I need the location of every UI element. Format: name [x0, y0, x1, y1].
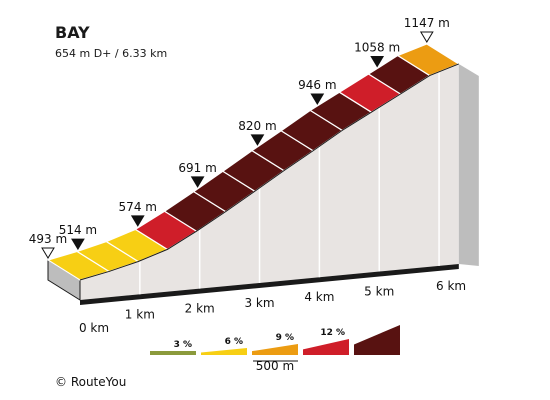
legend-label: 3 %	[174, 340, 192, 350]
elevation-label: 691 m	[178, 161, 216, 175]
profile-top-edge	[79, 63, 460, 281]
elevation-marker-icon	[419, 31, 434, 43]
elevation-label: 820 m	[238, 119, 276, 133]
distance-tick-label: 4 km	[304, 290, 334, 304]
elevation-marker-icon	[41, 247, 55, 259]
elevation-label: 1147 m	[404, 16, 450, 30]
profile-end-wall	[458, 63, 479, 266]
elevation-marker-icon	[71, 238, 85, 251]
distance-tick-label: 5 km	[364, 285, 394, 299]
scale-label: 500 m	[256, 359, 294, 373]
legend-swatch	[303, 339, 349, 355]
legend-label: 6 %	[225, 337, 243, 347]
legend-label: 9 %	[276, 333, 294, 343]
elevation-label: 514 m	[59, 223, 97, 237]
legend-swatch	[150, 351, 196, 355]
elevation-label: 574 m	[119, 200, 157, 214]
elevation-label: 946 m	[298, 78, 336, 92]
gradient-legend: 3 % 6 % 9 % 12 %	[150, 325, 400, 362]
distance-tick-label: 2 km	[185, 302, 215, 316]
legend-swatch	[354, 325, 400, 355]
legend-label: 12 %	[320, 328, 345, 338]
routeyou-credit: © RouteYou	[55, 375, 126, 389]
distance-axis: 0 km 1 km 2 km 3 km 4 km 5 km 6 km	[79, 279, 466, 335]
elevation-marker-icon	[130, 215, 145, 227]
elevation-label: 493 m	[29, 232, 67, 246]
elevation-marker-icon	[370, 56, 385, 68]
chart-title: BAY	[55, 23, 90, 42]
elevation-label: 1058 m	[354, 41, 400, 55]
elevation-marker-icon	[190, 176, 205, 188]
profile-base	[80, 263, 459, 305]
distance-tick-label: 1 km	[125, 307, 155, 321]
distance-tick-label: 3 km	[244, 296, 274, 310]
chart-subtitle: 654 m D+ / 6.33 km	[55, 47, 167, 60]
elevation-marker-icon	[250, 134, 265, 146]
profile-front-face	[80, 63, 459, 300]
distance-tick-label: 0 km	[79, 321, 109, 335]
elevation-marker-icon	[310, 93, 325, 105]
profile-body	[46, 43, 479, 305]
legend-swatch	[201, 348, 247, 355]
legend-swatch	[252, 344, 298, 355]
distance-tick-label: 6 km	[436, 279, 466, 293]
